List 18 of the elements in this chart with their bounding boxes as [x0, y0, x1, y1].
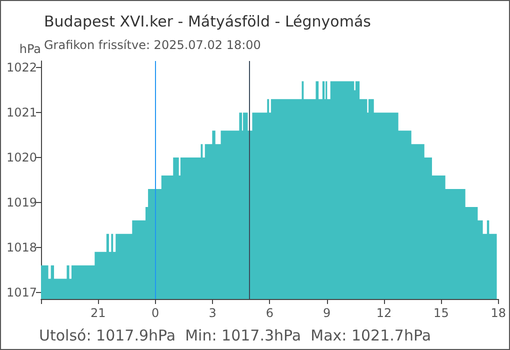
chart-title: Budapest XVI.ker - Mátyásföld - Légnyomás — [44, 12, 372, 30]
y-tick-label: 1019 — [6, 195, 37, 210]
x-tick-label: 18 — [490, 306, 506, 320]
x-tick-label: 9 — [323, 306, 331, 320]
chart-subtitle: Grafikon frissítve: 2025.07.02 18:00 — [44, 38, 261, 52]
x-tick-label: 21 — [90, 306, 106, 320]
x-tick-label: 0 — [152, 306, 160, 320]
y-tick-label: 1017 — [6, 285, 37, 300]
y-tick-label: 1022 — [6, 60, 37, 75]
y-tick-label: 1020 — [6, 150, 37, 165]
x-tick-label: 3 — [208, 306, 216, 320]
y-axis-title: hPa — [19, 42, 41, 56]
x-tick-label: 12 — [376, 306, 392, 320]
x-tick-label: 6 — [266, 306, 274, 320]
text: Utolsó: 1017.9hPa Min: 1017.3hPa Max: 1021.7hPa — [39, 326, 432, 344]
y-tick-label: 1018 — [6, 240, 37, 254]
x-tick-label: 15 — [434, 306, 449, 320]
y-tick-label: 1021 — [6, 106, 37, 120]
